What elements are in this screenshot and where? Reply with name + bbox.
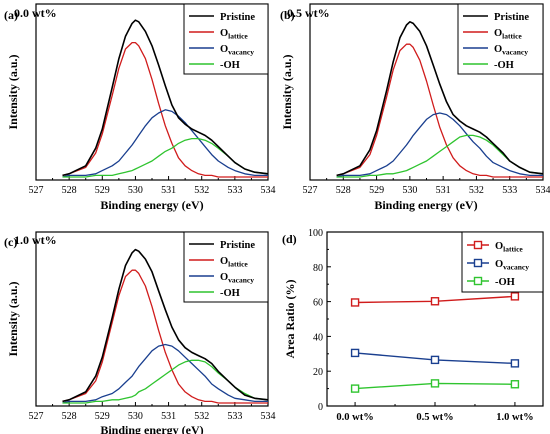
series-line-2 (336, 112, 543, 178)
sample-annotation: 0.5 wt% (287, 6, 330, 20)
legend-label: Ovacancy (220, 44, 254, 57)
x-tick-label: 528 (62, 411, 77, 422)
x-tick-label: 527 (29, 185, 44, 196)
series-line-2 (62, 343, 268, 404)
series-line-1 (62, 41, 268, 178)
panel-label: (c) (4, 235, 17, 249)
y-axis-label: Area Ratio (%) (283, 279, 297, 358)
x-tick-label: 529 (95, 411, 110, 422)
legend-label: -OH (494, 60, 514, 71)
x-tick-label: 528 (62, 185, 77, 196)
x-tick-label: 529 (95, 185, 110, 196)
legend-label: Pristine (220, 240, 255, 251)
legend-label: Olattice (495, 241, 523, 254)
series-marker (510, 380, 520, 389)
series-marker (510, 292, 520, 301)
series-line-0 (62, 19, 269, 177)
series-line-0 (62, 248, 269, 403)
x-axis-label: Binding energy (eV) (374, 198, 477, 212)
y-tick-label: 40 (313, 332, 323, 343)
legend-label: Olattice (494, 28, 522, 41)
series-marker (430, 297, 440, 306)
x-category-label: 0.5 wt% (416, 412, 453, 423)
x-tick-label: 531 (161, 411, 176, 422)
legend-label: -OH (220, 288, 240, 299)
x-tick-label: 534 (261, 411, 276, 422)
legend-label: Olattice (220, 256, 248, 269)
x-tick-label: 528 (336, 185, 351, 196)
legend-marker (473, 276, 483, 286)
x-tick-label: 534 (261, 185, 276, 196)
x-tick-label: 533 (502, 185, 517, 196)
series-marker (510, 359, 520, 368)
y-tick-label: 0 (318, 402, 323, 413)
panel-label: (d) (282, 232, 297, 246)
x-tick-label: 531 (436, 185, 451, 196)
series-line-0 (336, 21, 544, 177)
series-line-1 (336, 43, 543, 178)
legend-marker (473, 240, 483, 250)
series-line-2 (62, 109, 268, 178)
series-marker (350, 348, 360, 358)
x-tick-label: 532 (469, 185, 484, 196)
legend-marker (473, 258, 483, 268)
series-marker (350, 298, 360, 307)
legend-label: Ovacancy (495, 259, 529, 272)
panel-label: (a) (4, 8, 18, 22)
legend-label: -OH (495, 277, 515, 288)
x-category-label: 1.0 wt% (496, 412, 533, 423)
x-category-label: 0.0 wt% (336, 412, 373, 423)
sample-annotation: 1.0 wt% (14, 233, 57, 247)
y-tick-label: 100 (308, 228, 323, 239)
y-axis-label: Intensity (a.u.) (6, 54, 20, 129)
x-tick-label: 533 (227, 411, 242, 422)
series-line-3 (336, 134, 544, 178)
legend-label: Ovacancy (494, 44, 528, 57)
y-axis-label: Intensity (a.u.) (280, 54, 294, 129)
legend-label: Pristine (220, 12, 255, 23)
y-axis-label: Intensity (a.u.) (6, 281, 20, 356)
x-axis-label: Binding energy (eV) (100, 423, 203, 434)
panel-label: (b) (280, 8, 295, 22)
x-axis-label: Binding energy (eV) (100, 198, 203, 212)
y-tick-label: 60 (313, 298, 323, 309)
x-tick-label: 530 (128, 411, 143, 422)
series-line-3 (62, 359, 269, 404)
x-tick-label: 530 (402, 185, 417, 196)
x-tick-label: 530 (128, 185, 143, 196)
x-tick-label: 527 (29, 411, 44, 422)
y-tick-label: 20 (313, 367, 323, 378)
x-tick-label: 527 (303, 185, 318, 196)
sample-annotation: 0.0 wt% (14, 6, 57, 20)
x-tick-label: 534 (536, 185, 550, 196)
legend-label: Pristine (494, 12, 529, 23)
y-tick-label: 80 (313, 263, 323, 274)
series-marker (350, 384, 360, 393)
series-marker (430, 355, 440, 365)
legend-label: Ovacancy (220, 272, 254, 285)
x-tick-label: 529 (369, 185, 384, 196)
x-tick-label: 533 (227, 185, 242, 196)
series-line-1 (62, 269, 268, 404)
legend-label: -OH (220, 60, 240, 71)
series-marker (430, 379, 440, 388)
x-tick-label: 532 (194, 185, 209, 196)
x-tick-label: 531 (161, 185, 176, 196)
x-tick-label: 532 (194, 411, 209, 422)
legend-label: Olattice (220, 28, 248, 41)
